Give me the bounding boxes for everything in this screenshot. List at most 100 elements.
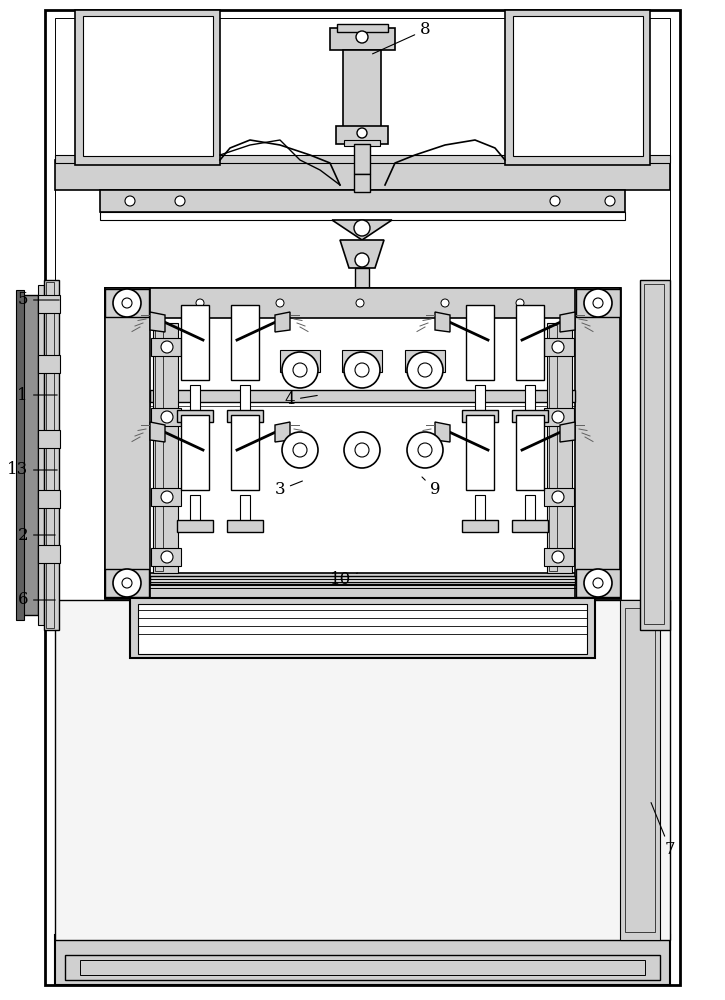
Bar [513,16,643,156]
Bar [130,598,595,658]
Bar [65,955,660,980]
Circle shape [584,289,612,317]
Circle shape [407,432,443,468]
Bar [55,160,670,190]
Bar [547,323,572,573]
Circle shape [593,578,603,588]
Circle shape [113,289,141,317]
Bar [151,408,181,426]
Bar [644,284,664,624]
Bar [344,140,380,146]
Bar [525,385,535,415]
Bar [475,385,485,415]
Bar [505,10,650,165]
Text: 1: 1 [17,386,57,403]
Circle shape [175,196,185,206]
Circle shape [122,298,132,308]
Bar [155,325,163,571]
Bar [38,545,60,563]
Circle shape [344,432,380,468]
Bar [240,495,250,525]
Circle shape [293,443,307,457]
Bar [227,520,263,532]
Bar [516,415,544,490]
Circle shape [282,432,318,468]
Bar [44,280,59,630]
Polygon shape [275,312,290,332]
Circle shape [605,196,615,206]
Bar [105,288,150,598]
Text: 2: 2 [17,526,55,544]
Circle shape [516,299,524,307]
Circle shape [276,299,284,307]
Bar [336,126,388,144]
Bar [240,385,250,415]
Bar [105,288,620,318]
Bar [151,548,181,566]
Text: 9: 9 [422,477,441,498]
Polygon shape [435,312,450,332]
Circle shape [593,298,603,308]
Circle shape [122,578,132,588]
Bar [516,305,544,380]
Bar [462,520,498,532]
Text: 4: 4 [284,391,318,408]
Text: 7: 7 [651,803,676,858]
Bar [544,548,574,566]
Bar [625,608,655,932]
Circle shape [354,220,370,236]
Circle shape [282,352,318,388]
Circle shape [355,363,369,377]
Bar [55,600,670,940]
Circle shape [552,411,564,423]
Bar [150,390,575,402]
Bar [151,488,181,506]
Circle shape [418,363,432,377]
Bar [105,569,149,597]
Polygon shape [332,220,392,240]
Bar [38,355,60,373]
Bar [138,604,587,654]
Bar [105,289,149,317]
Bar [177,410,213,422]
Bar [38,285,44,625]
Bar [576,289,620,317]
Bar [181,305,209,380]
Circle shape [552,551,564,563]
Circle shape [113,569,141,597]
Bar [575,288,620,598]
Bar [342,350,382,372]
Bar [227,410,263,422]
Bar [355,268,369,288]
Bar [177,520,213,532]
Bar [525,495,535,525]
Bar [16,290,24,620]
Bar [105,573,620,598]
Bar [330,28,395,50]
Circle shape [441,299,449,307]
Bar [190,385,200,415]
Polygon shape [560,312,575,332]
Bar [354,174,370,192]
Bar [354,144,370,174]
Bar [38,430,60,448]
Text: 3: 3 [274,481,302,498]
Polygon shape [560,422,575,442]
Circle shape [293,363,307,377]
Circle shape [418,443,432,457]
Bar [150,576,575,584]
Bar [544,408,574,426]
Circle shape [552,341,564,353]
Bar [38,490,60,508]
Bar [151,338,181,356]
Circle shape [161,341,173,353]
Text: 5: 5 [17,292,59,308]
Circle shape [407,352,443,388]
Bar [337,24,388,32]
Circle shape [355,443,369,457]
Circle shape [161,551,173,563]
Bar [100,212,625,220]
Bar [475,495,485,525]
Bar [512,410,548,422]
Bar [231,415,259,490]
